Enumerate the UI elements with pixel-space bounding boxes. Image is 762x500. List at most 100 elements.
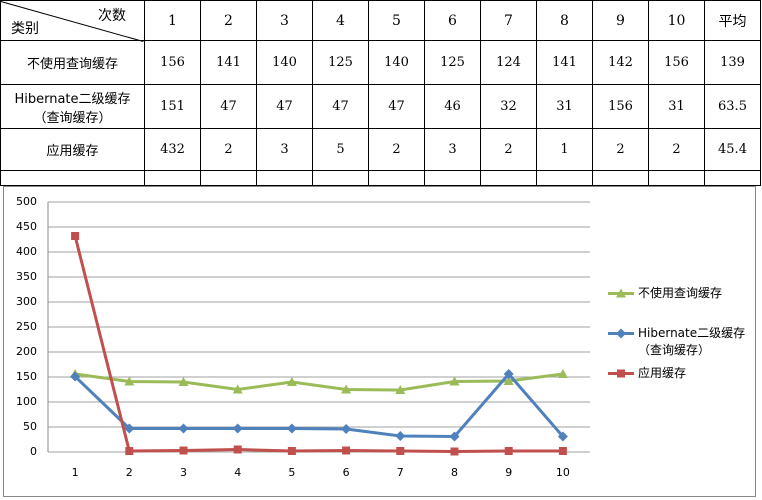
marker	[449, 376, 460, 386]
row-label: 应用缓存	[0, 128, 145, 171]
y-tick-label: 50	[23, 420, 37, 433]
cell: 141	[536, 40, 593, 85]
cell: 47	[368, 84, 425, 129]
marker	[617, 369, 625, 378]
y-tick-label: 200	[16, 345, 37, 358]
legend-icon	[608, 369, 634, 378]
legend-item: 应用缓存	[606, 365, 745, 405]
marker	[286, 377, 297, 386]
row-label: Hibernate二级缓存 （查询缓存）	[0, 84, 145, 129]
x-tick-label: 4	[234, 466, 241, 479]
marker	[503, 369, 514, 379]
y-tick-label: 500	[16, 195, 37, 208]
marker	[450, 447, 459, 456]
empty-cell	[704, 170, 761, 186]
x-tick-label: 5	[288, 466, 295, 479]
marker	[616, 328, 626, 339]
marker	[503, 376, 514, 385]
cell: 2	[592, 128, 649, 171]
marker	[232, 423, 243, 434]
marker	[286, 423, 297, 434]
x-tick-label: 6	[343, 466, 350, 479]
x-tick-label: 1	[72, 466, 79, 479]
corner-cell: 次数类别	[0, 0, 145, 43]
column-header: 5	[368, 0, 425, 41]
cell: 63.5	[704, 84, 761, 129]
x-tick-label: 7	[397, 466, 404, 479]
x-tick-label: 9	[505, 466, 512, 479]
cell: 139	[704, 40, 761, 85]
legend-label: Hibernate二级缓存 （查询缓存）	[638, 326, 746, 357]
legend-icon	[608, 288, 634, 298]
legend-item: 不使用查询缓存	[606, 285, 745, 325]
marker	[557, 369, 568, 378]
marker	[125, 447, 134, 455]
legend-label: 应用缓存	[638, 366, 687, 380]
y-tick-label: 150	[16, 370, 37, 383]
marker	[557, 431, 568, 442]
x-tick-label: 3	[180, 466, 187, 479]
marker	[71, 232, 80, 240]
marker	[232, 384, 243, 394]
cell: 45.4	[704, 128, 761, 171]
marker	[396, 447, 405, 455]
cell: 140	[368, 40, 425, 85]
corner-top: 次数	[98, 8, 126, 24]
cell: 5	[312, 128, 369, 171]
marker	[395, 431, 406, 441]
corner-bottom: 类别	[11, 21, 39, 37]
legend-label: 不使用查询缓存	[638, 286, 723, 300]
marker	[124, 376, 135, 386]
cell: 140	[256, 40, 313, 85]
y-tick-label: 350	[16, 270, 37, 283]
table-row: Hibernate二级缓存 （查询缓存） 151 47 47 47 47 46 32 31 156…	[0, 84, 761, 129]
column-header: 7	[480, 0, 537, 41]
legend-icon	[608, 328, 634, 339]
y-tick-label: 250	[16, 320, 37, 333]
row-label: 不使用查询缓存	[0, 40, 145, 85]
marker	[341, 424, 352, 434]
empty-row	[0, 170, 761, 186]
y-tick-label: 400	[16, 245, 37, 258]
marker	[395, 385, 406, 394]
cell: 3	[424, 128, 481, 171]
marker	[342, 446, 351, 455]
legend-item: Hibernate二级缓存 （查询缓存）	[606, 325, 745, 365]
y-tick-label: 100	[16, 395, 37, 408]
cell: 142	[592, 40, 649, 85]
x-tick-label: 8	[451, 466, 458, 479]
marker	[178, 423, 189, 434]
legend: 不使用查询缓存 Hibernate二级缓存 （查询缓存） 应用缓存	[606, 285, 745, 405]
marker	[287, 447, 296, 455]
marker	[178, 377, 189, 386]
column-header: 4	[312, 0, 369, 41]
x-tick-label: 2	[126, 466, 133, 479]
y-tick-label: 450	[16, 220, 37, 233]
y-tick-label: 300	[16, 295, 37, 308]
marker	[616, 288, 626, 298]
data-table: 次数 类别 1 2 3 4 5 6 7 8 9 10 平均 不使用查询缓存 156 141 140 125 140 1…	[0, 0, 761, 186]
cell: 125	[312, 40, 369, 85]
marker	[341, 384, 352, 394]
marker	[233, 445, 242, 454]
y-tick-label: 0	[30, 445, 37, 458]
column-header: 平均	[704, 0, 761, 41]
cell: 2	[648, 128, 705, 171]
column-header: 6	[424, 0, 481, 41]
marker	[558, 447, 567, 455]
column-header: 1	[144, 0, 201, 41]
x-tick-label: 10	[556, 466, 570, 479]
marker	[449, 431, 460, 442]
series-line	[74, 372, 564, 392]
marker	[504, 447, 513, 455]
cell: 46	[424, 84, 481, 129]
marker	[70, 371, 81, 382]
cell: 47	[312, 84, 369, 129]
series-line	[74, 371, 565, 439]
cell: 47	[256, 84, 313, 129]
marker	[179, 446, 188, 455]
series-line	[73, 235, 563, 454]
table-row: 应用缓存 432 2 3 5 2 3 2 1 2 2 45.4	[0, 128, 761, 171]
